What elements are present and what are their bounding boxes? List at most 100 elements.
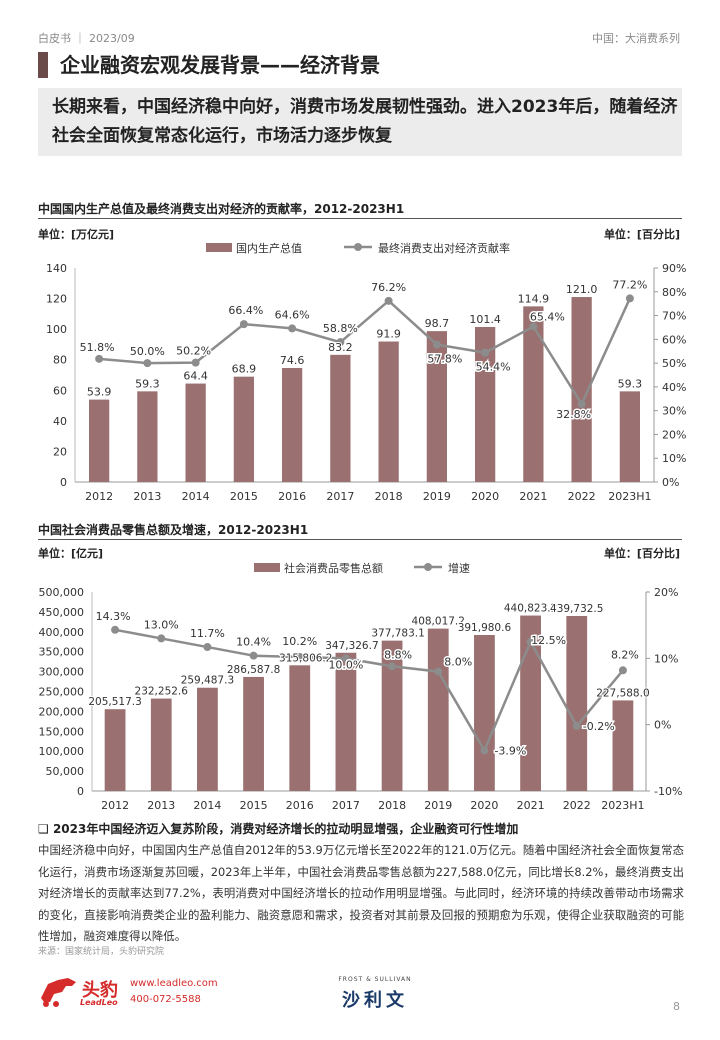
y-tick-left: 250,000 (39, 686, 85, 699)
y-tick-right: 20% (662, 428, 686, 441)
line-value-label: 13.0% (144, 618, 179, 631)
x-tick: 2020 (470, 799, 498, 812)
line-point (625, 294, 634, 303)
x-tick: 2016 (278, 490, 306, 503)
bar-value-label: 121.0 (566, 283, 598, 296)
bar (566, 615, 588, 791)
x-tick: 2016 (286, 799, 314, 812)
bar-value-label: 59.3 (618, 377, 643, 390)
bar-value-label: 64.4 (183, 370, 208, 383)
line-point (618, 666, 627, 675)
page-number: 8 (673, 1000, 680, 1013)
y-tick-left: 40 (53, 415, 67, 428)
bar-value-label: 74.6 (280, 354, 305, 367)
y-tick-right: 20% (654, 586, 678, 599)
doc-type-date: 白皮书 ｜ 2023/09 (38, 32, 135, 45)
bar (523, 306, 544, 482)
line-value-label: 58.8% (323, 322, 358, 335)
line-point (95, 354, 104, 363)
x-tick: 2023H1 (608, 490, 651, 503)
summary-box (38, 88, 682, 156)
bar (104, 709, 126, 791)
line-value-label: -3.9% (494, 745, 526, 758)
line-point (384, 296, 393, 305)
x-tick: 2013 (133, 490, 161, 503)
chart2-heading: 中国社会消费品零售总额及增速，2012-2023H1 (38, 523, 309, 537)
phone-number: 400-072-5588 (130, 994, 201, 1005)
summary-text: 长期来看，中国经济稳中向好，消费市场发展韧性强劲。进入2023年后，随着经济社会… (52, 97, 678, 146)
line-value-label: 64.6% (275, 308, 310, 321)
line-point (143, 359, 152, 368)
line-point (434, 667, 443, 676)
checkbox-bullet-icon: ❑ (38, 822, 49, 836)
bar (137, 391, 158, 482)
title-accent-bar (38, 52, 48, 78)
website-link[interactable]: www.leadleo.com (130, 978, 218, 989)
x-tick: 2017 (326, 490, 354, 503)
bar (281, 367, 303, 482)
line-point (203, 643, 212, 652)
line-point (526, 637, 535, 646)
line-value-label: 10.0% (328, 658, 363, 671)
y-tick-left: 100 (46, 323, 67, 336)
bar-value-label: 315,806.2 (279, 652, 332, 664)
line-value-label: 57.8% (427, 353, 462, 366)
bar-value-label: 377,783.1 (371, 628, 424, 640)
line-value-label: 12.5% (531, 634, 566, 647)
legend-line-marker (424, 563, 432, 571)
bar-value-label: 347,326.7 (325, 640, 378, 652)
y-tick-right: 0% (662, 476, 679, 489)
brand-name: 头豹 (82, 980, 118, 1001)
bar-value-label: 83.2 (328, 341, 353, 354)
line-value-label: 11.7% (190, 627, 225, 640)
y-tick-left: 0 (77, 785, 84, 798)
line-point (111, 625, 120, 634)
bar (427, 628, 449, 791)
series-line (99, 297, 632, 407)
y-tick-left: 80 (53, 354, 67, 367)
line-point (295, 653, 304, 662)
x-tick: 2014 (193, 799, 221, 812)
chart1-legend: 国内生产总值 最终消费支出对经济贡献率 (206, 241, 510, 255)
line-point (157, 634, 166, 643)
y-tick-left: 450,000 (39, 606, 85, 619)
y-tick-right: 50% (662, 357, 686, 370)
chart1-unit-left: 单位：[万亿元] (38, 228, 115, 241)
line-value-label: 8.8% (384, 648, 412, 661)
x-tick: 2014 (182, 490, 210, 503)
line-point (336, 338, 345, 347)
bar-value-label: 391,980.6 (458, 622, 512, 634)
line-value-label: 50.0% (130, 345, 165, 358)
bar-value-label: 59.3 (135, 377, 160, 390)
x-tick: 2022 (563, 799, 591, 812)
bar-value-label: 205,517.3 (88, 696, 141, 708)
y-tick-left: 140 (46, 262, 67, 275)
line-point (288, 324, 297, 333)
y-tick-left: 350,000 (39, 646, 85, 659)
line-point (191, 358, 200, 367)
bar-value-label: 259,487.3 (181, 675, 234, 687)
bar-value-label: 408,017.2 (412, 616, 465, 628)
chart1-gdp-consumption: 国内生产总值 最终消费支出对经济贡献率 0 20 40 60 80 100 120 140 0%… (46, 241, 686, 503)
line-value-label: 8.2% (611, 648, 639, 661)
line-value-label: 50.2% (176, 345, 211, 358)
bar (197, 687, 218, 791)
x-tick: 2020 (471, 490, 499, 503)
partner-logo-main: 沙利文 (342, 990, 408, 1011)
line-value-label: 10.2% (282, 635, 317, 648)
chart2-rule (38, 539, 682, 540)
legend-bar-swatch (206, 243, 232, 252)
line-point (577, 400, 586, 409)
bar (378, 341, 399, 482)
y-tick-left: 150,000 (39, 725, 85, 738)
y-tick-left: 0 (60, 476, 67, 489)
line-value-label: 76.2% (371, 281, 406, 294)
y-tick-left: 60 (53, 384, 67, 397)
bar (381, 640, 403, 791)
line-point (341, 654, 350, 663)
source-note: 来源：国家统计局，头豹研究院 (38, 947, 165, 957)
bar (335, 652, 357, 791)
y-tick-right: 60% (662, 333, 686, 346)
y-tick-right: 70% (662, 310, 686, 323)
line-point (481, 348, 490, 357)
